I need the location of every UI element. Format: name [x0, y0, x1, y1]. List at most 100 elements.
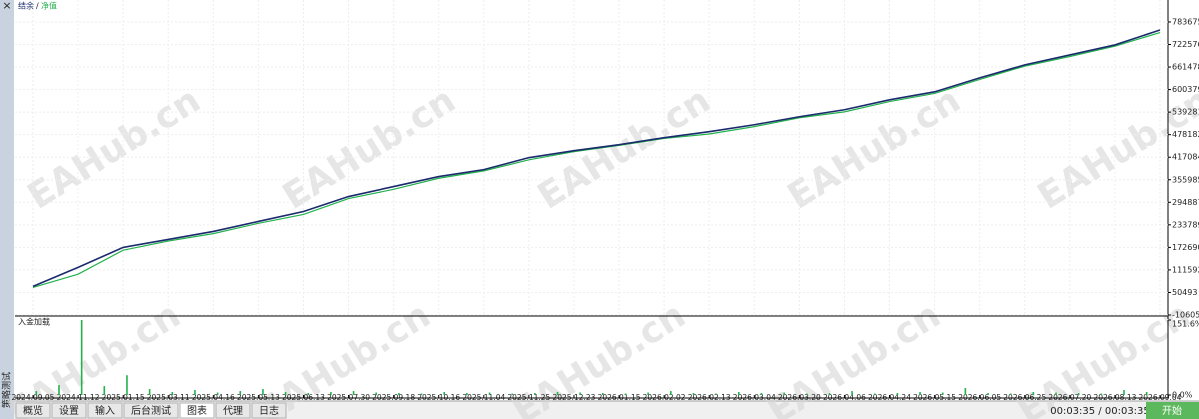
bar: [873, 393, 876, 395]
bar: [511, 393, 513, 395]
tab-label[interactable]: 图表: [187, 404, 207, 417]
y-tick-label: 722576: [1172, 40, 1199, 49]
bar: [670, 391, 672, 395]
bar: [330, 392, 332, 395]
panel-title: 入金加载: [18, 317, 50, 327]
tab-label[interactable]: 概览: [23, 404, 43, 417]
elapsed-time: 00:03:35 / 00:03:35: [1050, 406, 1150, 417]
y-tick-label: 600379: [1172, 85, 1199, 94]
tab[interactable]: [179, 402, 215, 419]
bar: [126, 375, 128, 395]
bar: [194, 390, 196, 395]
bar: [171, 392, 174, 395]
close-button[interactable]: ×: [2, 0, 11, 12]
bar: [35, 391, 38, 395]
series-line: [32, 31, 1161, 289]
tab-label[interactable]: 代理: [223, 405, 243, 417]
bar: [783, 392, 785, 395]
tab[interactable]: [51, 402, 87, 419]
y-tick-label: 233789: [1172, 220, 1199, 229]
side-title: 策略测试: [1, 372, 13, 408]
bar: [534, 393, 536, 395]
watermark: EAHub.cn: [531, 80, 718, 218]
bar: [375, 392, 378, 395]
bar: [148, 389, 151, 395]
y-tick-label: 151.6%: [1172, 320, 1199, 329]
bar: [443, 392, 446, 395]
tab-label[interactable]: 输入: [95, 404, 115, 417]
watermarks: EAHub.cn EAHub.cn EAHub.cn EAHub.cn EAHub.cn…: [1, 80, 1199, 419]
bar: [1032, 392, 1035, 395]
bar: [1009, 393, 1012, 395]
bar: [1145, 392, 1148, 395]
tab[interactable]: [215, 402, 251, 419]
bar: [896, 393, 899, 395]
bar: [715, 393, 717, 395]
bar: [239, 391, 242, 395]
bar: [398, 393, 400, 395]
bar: [80, 320, 83, 395]
bar: [760, 393, 763, 395]
y-tick-label: 0.0%: [1172, 391, 1193, 400]
bar: [805, 393, 808, 395]
y-tick-label: 294887: [1172, 198, 1199, 207]
bar: [58, 385, 60, 395]
tab-label[interactable]: 设置: [59, 405, 79, 417]
y-tick-label: 172690: [1172, 243, 1199, 252]
bar: [103, 386, 106, 395]
y-tick-label: 111592: [1172, 265, 1199, 274]
plot-area: -10605 50493 111592 172690 233789 294887 35598…: [12, 0, 1199, 402]
side-strip: [0, 0, 14, 419]
y-tick-label: -10605: [1172, 311, 1199, 320]
bar: [466, 393, 468, 395]
bar: [262, 389, 264, 395]
bar: [987, 393, 989, 395]
bar: [1100, 393, 1103, 395]
series-line: [32, 29, 1161, 288]
bar: [556, 392, 559, 395]
y-tick-label: 539281: [1172, 108, 1199, 117]
tab[interactable]: [123, 402, 179, 419]
y-tick-label: 478182: [1172, 130, 1199, 139]
y-tick-label: 355985: [1172, 175, 1199, 184]
tab[interactable]: [251, 402, 287, 419]
start-button[interactable]: [1146, 402, 1199, 419]
bar: [307, 393, 310, 395]
watermark: EAHub.cn: [781, 80, 968, 218]
bar: [1123, 390, 1125, 395]
tab-bar: [14, 401, 1199, 419]
y-tick-label: 783675: [1172, 17, 1199, 26]
legend-entry: 结余: [18, 1, 34, 11]
bar: [488, 392, 491, 395]
bar: [1077, 393, 1080, 395]
bar: [828, 393, 831, 395]
bar: [624, 393, 627, 395]
tabs: 概览 设置 输入 后台测试 图表 代理 日志: [15, 402, 287, 419]
y-tick-label: 661478: [1172, 63, 1199, 72]
legend-separator: /: [36, 2, 39, 11]
bar: [941, 392, 944, 395]
bar: [602, 393, 604, 395]
watermark: EAHub.cn: [21, 80, 208, 218]
start-label[interactable]: 开始: [1162, 404, 1182, 417]
bar: [737, 392, 740, 395]
bar: [1055, 392, 1057, 395]
legend-entry: 净值: [41, 1, 57, 11]
bar: [579, 392, 581, 395]
bar: [420, 393, 423, 395]
bar: [692, 393, 695, 395]
y-tick-label: 50493: [1172, 288, 1197, 297]
tab-label[interactable]: 日志: [259, 404, 279, 417]
bar: [284, 392, 287, 395]
tab-label[interactable]: 后台测试: [131, 404, 171, 417]
bar: [216, 392, 219, 395]
bar: [647, 392, 649, 395]
bar: [851, 391, 853, 395]
tab[interactable]: [87, 402, 123, 419]
bar: [919, 392, 921, 395]
bar: [964, 388, 967, 395]
bar: [352, 391, 355, 395]
tab[interactable]: [15, 402, 51, 419]
